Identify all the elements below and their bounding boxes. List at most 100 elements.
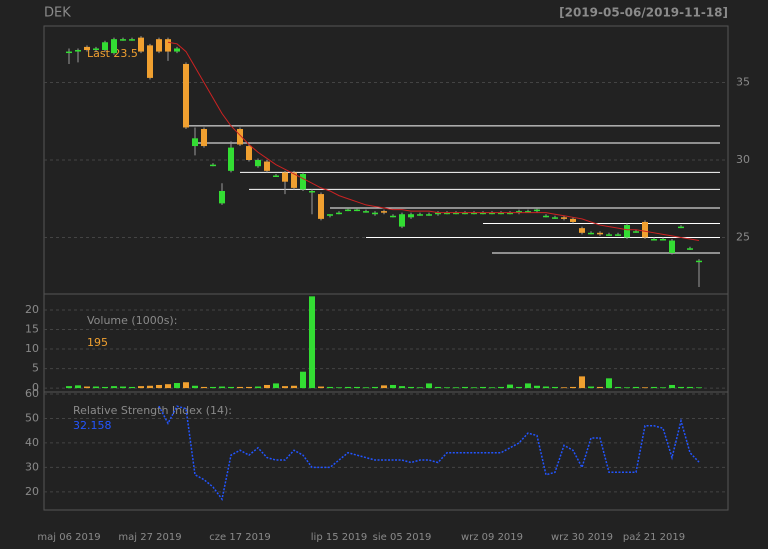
rsi-title: Relative Strength Index (14):	[73, 404, 232, 417]
candle-body	[696, 260, 702, 263]
candle-body	[435, 212, 441, 215]
candle-body	[219, 190, 225, 204]
x-tick-label: sie 05 2019	[373, 532, 432, 543]
volume-bar	[372, 386, 378, 389]
candle-body	[255, 160, 261, 167]
candle-body	[543, 215, 549, 218]
moving-average	[167, 41, 700, 242]
candle-body	[579, 228, 585, 233]
y-tick-label: 40	[25, 436, 39, 449]
candle-body	[597, 232, 603, 235]
candle-body	[624, 225, 630, 238]
volume-bar	[93, 386, 99, 389]
volume-bar	[111, 386, 117, 389]
candle-body	[291, 172, 297, 188]
x-tick-label: wrz 09 2019	[461, 532, 523, 543]
candle-body	[354, 209, 360, 212]
candle-body	[606, 234, 612, 236]
volume-bar	[453, 387, 459, 389]
candle-body	[381, 211, 387, 213]
volume-bar	[543, 386, 549, 389]
candle-body	[588, 232, 594, 235]
candle-body	[75, 50, 81, 52]
y-tick-label: 30	[736, 153, 750, 166]
y-tick-label: 10	[25, 342, 39, 355]
volume-bar	[318, 386, 324, 389]
candle-body	[570, 218, 576, 222]
candle-body	[669, 240, 675, 253]
candle-body	[444, 212, 450, 215]
y-tick-label: 35	[736, 76, 750, 89]
volume-bar	[156, 384, 162, 389]
candle-body	[165, 39, 171, 52]
volume-bar	[210, 386, 216, 389]
volume-bar	[102, 386, 108, 389]
volume-bar	[255, 386, 261, 389]
candle-body	[489, 212, 495, 215]
candle-body	[66, 51, 72, 54]
rsi-panel	[43, 391, 729, 511]
candle-body	[534, 209, 540, 212]
volume-bar	[129, 386, 135, 389]
y-tick-label: 20	[25, 303, 39, 316]
volume-bar	[354, 386, 360, 389]
candle-body	[336, 212, 342, 215]
candle-body	[462, 212, 468, 215]
candle-body	[345, 209, 351, 212]
candle-body	[147, 45, 153, 78]
y-tick-label: 50	[25, 411, 39, 424]
volume-bar	[309, 296, 315, 389]
volume-bar	[147, 385, 153, 389]
volume-bar	[606, 378, 612, 389]
candle-body	[327, 214, 333, 216]
candle-body	[129, 39, 135, 41]
volume-bar	[246, 386, 252, 389]
volume-bar	[651, 386, 657, 389]
volume-bar	[390, 384, 396, 389]
candle-body	[228, 147, 234, 171]
volume-bar	[615, 386, 621, 389]
candle-body	[309, 190, 315, 193]
volume-bar	[444, 387, 450, 389]
volume-title: Volume (1000s):	[87, 314, 177, 327]
volume-bar	[570, 386, 576, 389]
candle-body	[651, 239, 657, 241]
volume-bar	[588, 386, 594, 389]
x-tick-label: maj 06 2019	[37, 532, 100, 543]
volume-bar	[192, 385, 198, 389]
candle-body	[498, 212, 504, 215]
volume-bar	[480, 386, 486, 389]
volume-bar	[300, 371, 306, 389]
candle-body	[300, 173, 306, 190]
volume-bar	[471, 387, 477, 389]
y-tick-label: 15	[25, 323, 39, 336]
chart-title: DEK	[44, 6, 71, 21]
candle-body	[687, 248, 693, 250]
volume-bar	[435, 386, 441, 389]
volume-bar	[363, 387, 369, 389]
volume-bar	[120, 386, 126, 389]
volume-bar	[84, 386, 90, 389]
x-tick-label: paź 21 2019	[623, 531, 685, 543]
candle-body	[282, 172, 288, 182]
volume-bar	[552, 386, 558, 389]
y-tick-label: 20	[25, 485, 39, 498]
volume-bar	[507, 384, 513, 389]
last-value: 23.5	[113, 47, 138, 60]
y-tick-label: 60	[25, 387, 39, 400]
volume-bar	[696, 387, 702, 389]
volume-bar	[264, 384, 270, 389]
volume-bar	[183, 382, 189, 389]
volume-bar	[201, 386, 207, 389]
y-tick-label: 30	[25, 460, 39, 473]
volume-bar	[291, 385, 297, 389]
volume-bar	[498, 386, 504, 389]
candle-body	[426, 214, 432, 216]
date-range: [2019-05-06/2019-11-18]	[559, 6, 728, 20]
volume-bar	[687, 386, 693, 389]
candle-body	[552, 217, 558, 219]
candle-body	[471, 212, 477, 215]
candle-body	[111, 39, 117, 54]
candle-body	[363, 211, 369, 213]
volume-bar	[381, 385, 387, 389]
